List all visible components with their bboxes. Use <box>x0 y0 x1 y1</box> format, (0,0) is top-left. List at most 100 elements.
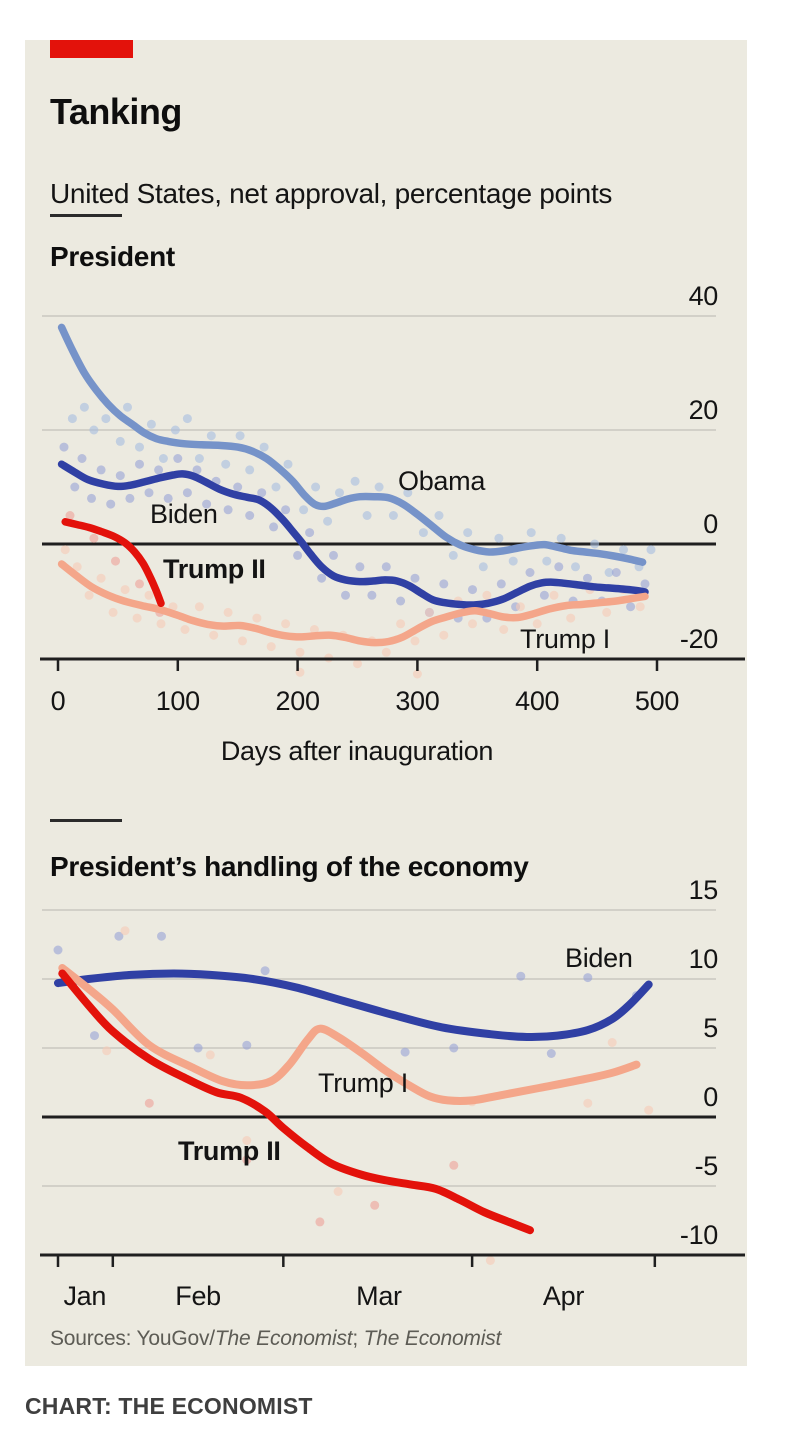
chart1-biden-dot <box>611 568 621 577</box>
chart1-trump1-line <box>57 560 649 647</box>
chart-card <box>25 40 747 1366</box>
chart2-trump1-dot <box>644 1105 654 1115</box>
chart1-obama-dot <box>206 431 216 441</box>
chart1-obama-dot <box>418 528 428 538</box>
chart1-biden-dot <box>233 482 243 492</box>
chart2-biden-dot <box>114 931 124 941</box>
chart2-trump1-dot <box>607 1038 617 1047</box>
chart1-biden-dot <box>135 459 144 469</box>
chart1-biden-dot <box>163 493 173 503</box>
chart1-obama-dot <box>434 511 444 520</box>
chart-credit: CHART: THE ECONOMIST <box>25 1393 313 1419</box>
chart2-month-label-feb: Feb <box>175 1281 221 1311</box>
panel-title-president: President <box>50 241 175 272</box>
chart1-label-trump1: Trump I <box>520 624 610 654</box>
chart2-y-label-10: 10 <box>689 944 718 974</box>
chart1-biden-dot <box>257 488 267 498</box>
chart1-trump1-dot <box>209 630 219 640</box>
chart1-trump1-dot <box>468 619 477 629</box>
panel-title-economy: President’s handling of the economy <box>50 851 529 882</box>
chart1-biden-dot <box>87 493 96 503</box>
chart1-obama-dot <box>283 459 293 469</box>
chart1-trump1-dot <box>549 590 559 600</box>
chart1-x-tick-label: 300 <box>395 686 439 716</box>
chart2-trump1-dot <box>583 1098 593 1108</box>
chart1-y-label-40: 40 <box>689 281 718 311</box>
chart1-obama-dot <box>590 539 600 549</box>
chart1-label-biden: Biden <box>150 499 218 529</box>
chart1-obama-dot <box>508 556 518 566</box>
chart1-biden-dot <box>396 596 406 606</box>
chart2-trump1-dot <box>205 1050 215 1060</box>
chart1-obama-dot <box>526 528 536 538</box>
chart1-trump1-dot <box>482 590 492 600</box>
chart2-biden-dot <box>449 1043 459 1053</box>
chart1-obama-dot <box>245 465 255 475</box>
chart1-biden-dot <box>293 550 303 560</box>
chart2-y-label--10: -10 <box>680 1220 718 1250</box>
source-name-italic: The Economist <box>214 1327 353 1350</box>
chart1-trump1-dot <box>635 602 645 612</box>
chart1-y-label-20: 20 <box>689 395 718 425</box>
chart2-biden-dot <box>546 1049 556 1058</box>
chart1-obama-dot <box>299 505 309 515</box>
chart1-obama-dot <box>463 528 473 538</box>
chart1-biden-dot <box>468 585 477 595</box>
chart1-biden-dot <box>583 573 592 583</box>
chart1-x-tick-label: 400 <box>515 686 559 716</box>
chart1-biden-line <box>57 460 649 609</box>
chart1-obama-dot <box>123 402 132 412</box>
chart1-biden-dot <box>70 482 80 492</box>
chart1-trump1-dot <box>532 619 542 629</box>
chart1-biden-dot <box>269 522 279 532</box>
panel-divider-2 <box>50 819 122 822</box>
chart1-obama-dot <box>604 568 614 577</box>
chart1-trump1-dot <box>410 636 420 646</box>
chart1-biden-dot <box>96 465 106 475</box>
chart2-trump1-line <box>58 964 641 1105</box>
chart2-y-label-15: 15 <box>689 875 718 905</box>
chart1-obama-dot <box>374 482 384 492</box>
chart1-biden-dot <box>381 562 391 572</box>
chart1-biden-dot <box>329 550 338 560</box>
chart1-trump1-dot <box>132 613 142 623</box>
economist-red-tag <box>50 40 133 58</box>
chart1-y-label-0: 0 <box>703 509 718 539</box>
chart1-obama-dot <box>271 482 281 492</box>
chart1-obama-dot <box>194 454 204 463</box>
chart1-obama-dot <box>101 414 111 424</box>
chart2-trump2-line <box>58 969 534 1235</box>
chart1-trump1-dot <box>439 630 449 640</box>
chart1-biden-dot <box>59 442 69 452</box>
chart1-obama-dot <box>619 545 628 555</box>
chart2-trump2-dot <box>144 1098 154 1108</box>
chart1-biden-dot <box>245 511 255 520</box>
chart1-trump1-dot <box>223 607 233 617</box>
chart1-biden-dot <box>305 528 315 538</box>
chart1-trump1-dot <box>252 613 262 623</box>
chart1-biden-dot <box>192 465 202 475</box>
chart1-trump1-dot <box>566 613 576 623</box>
chart1-trump2-line <box>61 518 165 608</box>
chart1-trump1-dot <box>60 545 70 555</box>
chart1-biden-dot <box>410 573 420 583</box>
chart2-biden-line <box>54 969 653 1042</box>
chart1-biden-dot <box>154 465 164 475</box>
chart1-biden-dot <box>539 590 549 600</box>
chart1-trump2-dot <box>135 579 144 589</box>
chart1-biden-dot <box>496 579 506 589</box>
chart2-biden-dot <box>260 966 270 976</box>
chart1-x-tick-label: 0 <box>51 686 66 716</box>
chart1-biden-dot <box>173 454 183 463</box>
chart1-trump1-dot <box>108 607 118 617</box>
chart1-biden-dot <box>626 602 636 612</box>
chart1-obama-dot <box>542 556 552 566</box>
chart2-trump1-dot <box>485 1256 495 1265</box>
chart1-obama-dot <box>388 511 398 520</box>
chart2-trump2-dot <box>242 1155 252 1165</box>
chart1-obama-dot <box>259 442 269 452</box>
chart1-trump1-dot <box>194 602 204 612</box>
chart1-obama-dot <box>478 562 488 572</box>
chart1-trump1-dot <box>424 607 434 617</box>
